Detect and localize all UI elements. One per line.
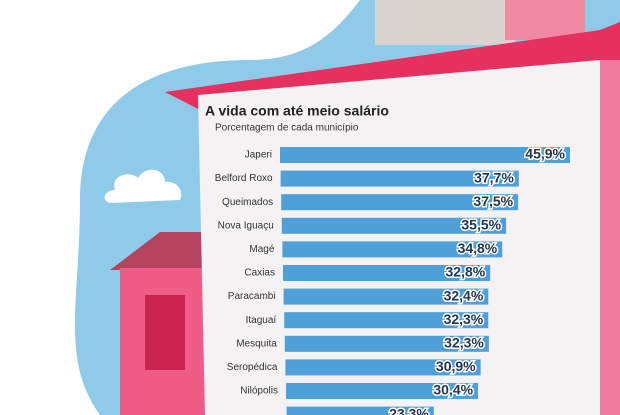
category-label: Caxias — [244, 268, 275, 279]
window — [145, 295, 185, 370]
value-label: 32,4% — [444, 287, 484, 303]
value-label: 23,3% — [389, 405, 429, 415]
value-label: 37,5% — [473, 193, 513, 209]
bar — [280, 170, 519, 187]
bar — [284, 335, 489, 352]
category-label: Magé — [249, 244, 274, 255]
value-label: 30,9% — [436, 358, 476, 374]
bar — [286, 406, 434, 415]
bar — [286, 383, 479, 399]
wall — [600, 60, 620, 415]
building — [375, 0, 515, 45]
value-label: 35,5% — [461, 217, 501, 233]
bar — [285, 359, 481, 376]
bar — [284, 312, 489, 329]
category-label: Japeri — [245, 150, 272, 161]
chart-title: A vida com até meio salário — [205, 103, 389, 119]
category-label: Seropédica — [227, 362, 278, 373]
bar — [280, 147, 570, 163]
category-label: Nilópolis — [240, 386, 278, 397]
bar — [281, 194, 519, 211]
category-label: Nova Iguaçu — [218, 220, 274, 231]
category-label: Queimados — [222, 197, 273, 208]
roof — [110, 232, 215, 270]
value-label: 30,4% — [433, 382, 473, 398]
bar — [282, 241, 503, 258]
category-label: Itaguaí — [246, 315, 277, 326]
chart-subtitle: Porcentagem de cada município — [215, 123, 359, 134]
bar — [283, 265, 491, 281]
building — [505, 0, 585, 40]
category-label: Mesquita — [236, 338, 277, 349]
cloud — [104, 169, 182, 203]
value-label: 45,9% — [525, 146, 565, 162]
value-label: 32,3% — [444, 311, 484, 327]
value-label: 34,8% — [458, 240, 498, 256]
category-label: Paracambi — [228, 291, 276, 302]
bar — [281, 217, 507, 234]
bar — [283, 288, 489, 305]
value-label: 32,3% — [444, 335, 484, 351]
category-label: Belford Roxo — [215, 173, 273, 184]
value-label: 37,7% — [474, 169, 514, 185]
value-label: 32,8% — [446, 264, 486, 280]
